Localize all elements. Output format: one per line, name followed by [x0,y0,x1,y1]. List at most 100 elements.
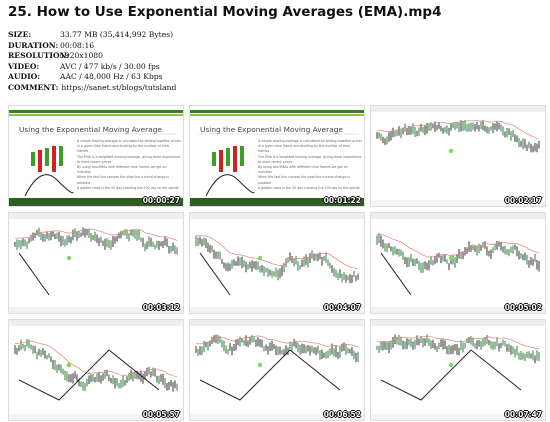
candle [38,150,42,172]
band [9,114,183,116]
footer [9,198,183,206]
meta-row: RESOLUTION:1920x1080 [8,51,176,62]
marker [66,255,72,261]
axis [371,414,545,420]
meta-value: 33.77 MB (35,414,992 Bytes) [60,30,174,39]
timestamp: 00:03:12 [142,303,180,312]
ema-line [376,234,540,258]
candle [233,146,237,172]
ema-line [14,340,178,378]
bullet: A simple moving average is calculated by… [77,139,181,154]
candle [45,148,49,166]
bullet: When the fast line crosses the slow line… [258,175,350,185]
trend-line [199,252,231,296]
trend-line [199,349,341,401]
thumb-art [190,213,364,313]
thumb-art [371,320,545,420]
marker [448,255,454,261]
thumbnail: 00:05:02 [370,212,546,314]
meta-row: VIDEO: AVC / 477 kb/s / 30.00 fps [8,62,176,73]
ema-line [377,120,540,139]
meta-row: SIZE: 33.77 MB (35,414,992 Bytes) [8,30,176,41]
candle [226,148,230,166]
file-title: 25. How to Use Exponential Moving Averag… [8,4,442,20]
bullet: A golden cross is the 50 day crossing th… [77,185,179,190]
meta-label: DURATION: [8,40,59,50]
toolbar [371,213,545,219]
toolbar [371,320,545,326]
thumbnail: 00:03:12 [8,212,184,314]
slide-bullets: A simple moving average is calculated by… [77,139,181,191]
candle [59,146,63,166]
marker [66,362,72,368]
trend-line [18,252,50,296]
toolbar [9,320,183,326]
meta-label: COMMENT: [8,82,59,92]
bullet: When the fast line crosses the slow line… [77,175,169,185]
timestamp: 00:04:07 [323,303,361,312]
thumbnail: 00:06:52 [189,319,365,421]
marker [257,362,263,368]
meta-value: AVC / 477 kb/s / 30.00 fps [60,61,160,71]
footer [190,198,364,206]
band [190,110,364,113]
candle [219,150,223,172]
bullet: The EMA is a weighted moving average, gi… [258,154,362,164]
slide-title: Using the Exponential Moving Average [19,125,162,134]
bullet: By using two EMAs with different time fr… [77,165,167,175]
timestamp: 00:00:27 [142,196,180,205]
slide-bullets: A simple moving average is calculated by… [258,139,362,191]
thumb-art [9,110,183,206]
trend-line [380,252,412,296]
trend-line [380,349,522,401]
axis [9,414,183,420]
meta-label: RESOLUTION: [8,51,70,61]
candle [240,146,244,166]
meta-value: https://sanet.st/blogs/tutsland [61,82,177,92]
ema-line [14,228,178,241]
candle [52,146,56,172]
meta-row: DURATION: 00:08:16 [8,41,176,52]
timestamp: 00:01:22 [323,196,361,205]
timestamp: 00:06:52 [323,410,361,419]
timestamp: 00:02:17 [504,196,542,205]
meta-row: AUDIO: AAC / 48,000 Hz / 63 Kbps [8,72,176,83]
meta-label: VIDEO: [8,61,40,71]
band [190,114,364,116]
marker [448,362,454,368]
toolbar [190,213,364,219]
thumb-art [371,106,545,206]
candle [212,152,216,166]
timestamp: 00:05:57 [142,410,180,419]
timestamp: 00:05:02 [504,303,542,312]
thumbnail: 00:02:17 [370,105,546,207]
thumb-art [9,213,183,313]
toolbar [371,106,545,112]
meta-value: 1920x1080 [60,51,103,61]
bullet: A simple moving average is calculated by… [258,139,362,154]
axis [9,307,183,313]
axis [190,307,364,313]
marker [448,148,454,154]
thumbnail: Using the Exponential Moving Average A si… [8,105,184,207]
axis [190,414,364,420]
metadata: SIZE: 33.77 MB (35,414,992 Bytes) DURATION… [8,30,176,94]
thumb-art [371,213,545,313]
bullet: The EMA is a weighted moving average, gi… [77,154,181,164]
meta-value: AAC / 48,000 Hz / 63 Kbps [60,72,163,82]
thumb-art [190,320,364,420]
band [9,110,183,113]
meta-label: AUDIO: [8,72,41,82]
meta-row: COMMENT: https://sanet.st/blogs/tutsland [8,83,176,94]
thumbnail: 00:05:57 [8,319,184,421]
axis [371,200,545,206]
ema-line [195,235,359,270]
timestamp: 00:07:47 [504,410,542,419]
bullet: A golden cross is the 50 day crossing th… [258,185,360,190]
curve [24,174,74,197]
toolbar [9,213,183,219]
thumb-art [190,110,364,206]
bullet: By using two EMAs with different time fr… [258,165,348,175]
candle [31,152,35,166]
